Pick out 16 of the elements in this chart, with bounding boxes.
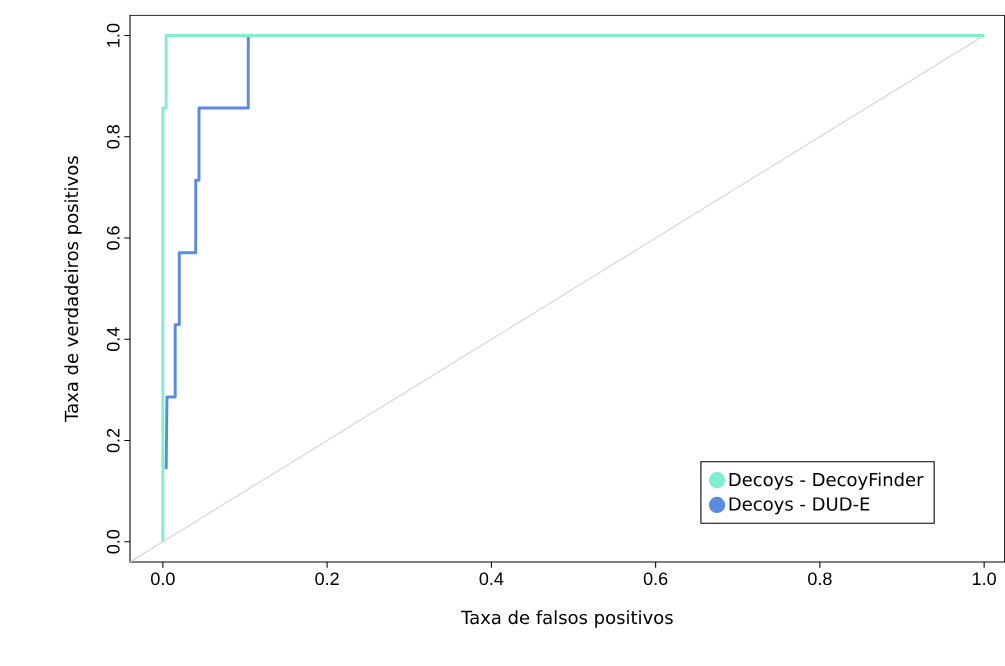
- y-tick-label: 0.2: [106, 428, 120, 453]
- x-tick-label: 0.8: [808, 572, 832, 586]
- x-tick-label: 0.2: [315, 572, 339, 586]
- x-tick-label: 0.0: [151, 572, 175, 586]
- y-tick-label: 0.4: [106, 327, 120, 352]
- legend-label: Decoys - DUD-E: [729, 497, 870, 515]
- y-tick-label: 1.0: [106, 23, 120, 47]
- y-tick-label: 0.0: [106, 529, 120, 554]
- y-tick-label: 0.8: [106, 125, 120, 149]
- y-axis-title: Taxa de verdadeiros positivos: [64, 156, 82, 422]
- x-tick-label: 0.4: [479, 572, 504, 586]
- x-axis-title: Taxa de falsos positivos: [461, 610, 673, 628]
- y-tick-label: 0.6: [106, 226, 120, 250]
- x-tick-label: 1.0: [973, 572, 996, 586]
- x-tick-label: 0.6: [643, 572, 668, 586]
- legend-label: Decoys - DecoyFinder: [729, 472, 924, 490]
